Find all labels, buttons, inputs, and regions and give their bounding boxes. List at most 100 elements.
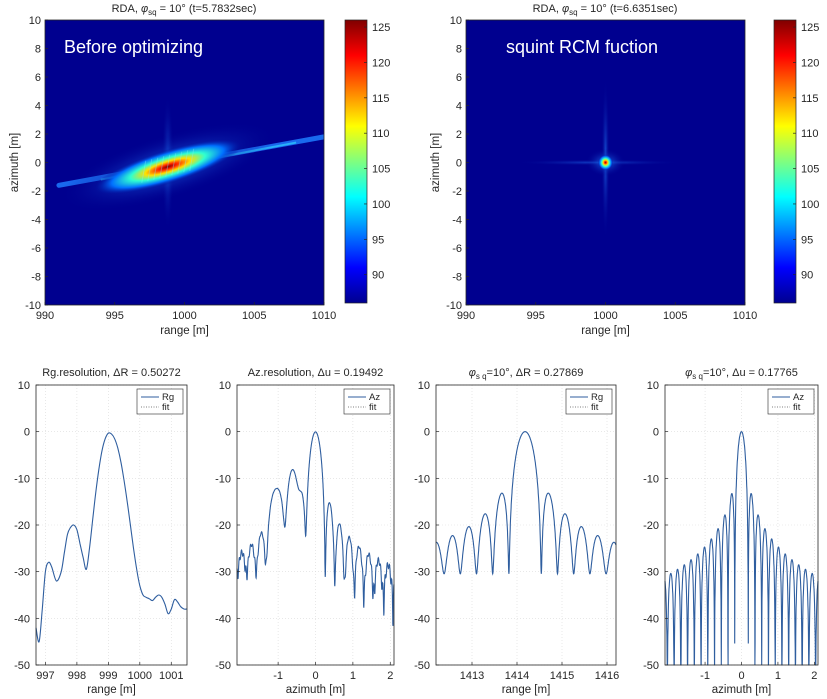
colorbar-tick-label: 105 xyxy=(801,164,819,176)
chart-title-2: Az.resolution, Δu = 0.19492 xyxy=(248,367,383,379)
y-tick-label: -20 xyxy=(215,520,231,532)
y-tick-label: 10 xyxy=(450,15,462,27)
y-tick-label: 4 xyxy=(456,101,462,113)
y-tick-label: 0 xyxy=(424,427,430,439)
colorbar xyxy=(773,19,797,304)
y-tick-label: 2 xyxy=(35,129,41,141)
y-tick-label: -50 xyxy=(643,660,659,672)
ripple-mark xyxy=(141,160,147,183)
legend-label: Rg xyxy=(162,392,174,403)
x-tick-label: 997 xyxy=(36,670,54,682)
y-tick-label: -10 xyxy=(643,473,659,485)
x-tick-label: 995 xyxy=(527,310,545,322)
y-tick-label: -2 xyxy=(31,186,41,198)
chart-title-3: φs q=10°, ΔR = 0.27869 xyxy=(469,367,584,381)
y-tick-label: 10 xyxy=(29,15,41,27)
ripple-mark xyxy=(153,157,159,180)
x-tick-label: 0 xyxy=(738,670,744,682)
legend-label: fit xyxy=(369,402,377,413)
y-tick-label: -40 xyxy=(414,613,430,625)
y-tick-label: -6 xyxy=(452,243,462,255)
colorbar-tick-label: 125 xyxy=(801,22,819,34)
plot-annotation: Before optimizing xyxy=(64,37,203,57)
x-tick-label: 1000 xyxy=(128,670,152,682)
y-tick-label: 2 xyxy=(456,129,462,141)
series-line-rg xyxy=(35,432,188,643)
series-line-az xyxy=(664,431,819,666)
y-tick-label: -30 xyxy=(643,567,659,579)
y-tick-label: -2 xyxy=(452,186,462,198)
chart-title-4: φs q=10°, Δu = 0.17765 xyxy=(685,367,798,381)
x-tick-label: 990 xyxy=(36,310,54,322)
y-tick-label: 0 xyxy=(456,158,462,170)
legend-box xyxy=(767,388,815,415)
x-axis-label: range [m] xyxy=(160,325,209,337)
x-tick-label: 2 xyxy=(811,670,817,682)
target-peak xyxy=(93,138,243,195)
heatmap-title-2: RDA, φsq = 10° (t=6.6351sec) xyxy=(533,3,678,17)
ripple-mark xyxy=(177,151,183,174)
y-tick-label: -10 xyxy=(25,300,41,312)
chart-title-1: Rg.resolution, ΔR = 0.50272 xyxy=(42,367,181,379)
x-tick-label: 1005 xyxy=(663,310,687,322)
legend-label: fit xyxy=(162,402,170,413)
x-tick-label: -1 xyxy=(273,670,283,682)
colorbar-tick-label: 95 xyxy=(801,234,813,246)
line-chart-3: φs q=10°, ΔR = 0.27869 1413 1414 1415 1416 -5… xyxy=(414,367,619,696)
x-tick-label: 1 xyxy=(775,670,781,682)
x-axis-label: range [m] xyxy=(87,684,136,696)
x-axis-label: azimuth [m] xyxy=(712,684,771,696)
y-tick-label: 0 xyxy=(24,427,30,439)
x-tick-label: 1005 xyxy=(242,310,266,322)
y-tick-label: -40 xyxy=(14,613,30,625)
y-tick-label: -20 xyxy=(14,520,30,532)
y-tick-label: -40 xyxy=(643,613,659,625)
x-tick-label: -1 xyxy=(700,670,710,682)
target-response xyxy=(56,94,324,231)
colorbar xyxy=(344,19,368,304)
y-tick-label: -10 xyxy=(414,473,430,485)
series-line-rg xyxy=(436,430,617,576)
y-axis-label: azimuth [m] xyxy=(9,133,21,192)
x-tick-label: 1001 xyxy=(159,670,183,682)
colorbar-tick-label: 100 xyxy=(801,199,819,211)
y-tick-label: -50 xyxy=(215,660,231,672)
y-tick-label: 0 xyxy=(653,427,659,439)
colorbar-tick-label: 100 xyxy=(372,199,390,211)
ripple-mark xyxy=(159,156,165,179)
x-tick-label: 2 xyxy=(387,670,393,682)
y-tick-label: -30 xyxy=(215,567,231,579)
x-tick-label: 1010 xyxy=(733,310,757,322)
colorbar-tick-label: 110 xyxy=(801,128,819,140)
target-response xyxy=(514,77,683,241)
ripple-mark xyxy=(165,154,171,177)
plot-annotation: squint RCM fuction xyxy=(506,37,658,57)
x-tick-label: 1413 xyxy=(460,670,484,682)
y-tick-label: -10 xyxy=(446,300,462,312)
x-tick-label: 995 xyxy=(106,310,124,322)
x-tick-label: 1416 xyxy=(595,670,619,682)
colorbar-tick-label: 90 xyxy=(801,270,813,282)
colorbar-tick-label: 115 xyxy=(372,93,390,105)
legend-label: Az xyxy=(369,392,380,403)
y-tick-label: -10 xyxy=(14,473,30,485)
x-tick-label: 998 xyxy=(68,670,86,682)
y-tick-label: 10 xyxy=(18,380,30,392)
colorbar-tick-label: 110 xyxy=(372,128,390,140)
colorbar-tick-label: 120 xyxy=(801,57,819,69)
y-tick-label: -50 xyxy=(414,660,430,672)
y-tick-label: -6 xyxy=(31,243,41,255)
y-tick-label: 8 xyxy=(456,44,462,56)
y-axis-label: azimuth [m] xyxy=(430,133,442,192)
line-chart-4: φs q=10°, Δu = 0.17765-1 0 1 2-50-40-30-20-… xyxy=(643,367,819,696)
legend-box xyxy=(343,388,391,415)
y-tick-label: 6 xyxy=(35,72,41,84)
y-tick-label: 0 xyxy=(35,158,41,170)
line-chart-2: Az.resolution, Δu = 0.19492-1 0 1 2-50-40-3… xyxy=(215,367,395,696)
x-tick-label: 990 xyxy=(457,310,475,322)
legend-box xyxy=(565,388,613,415)
legend-label: Rg xyxy=(591,392,603,403)
y-tick-label: -20 xyxy=(414,520,430,532)
series-line-az xyxy=(236,431,395,626)
